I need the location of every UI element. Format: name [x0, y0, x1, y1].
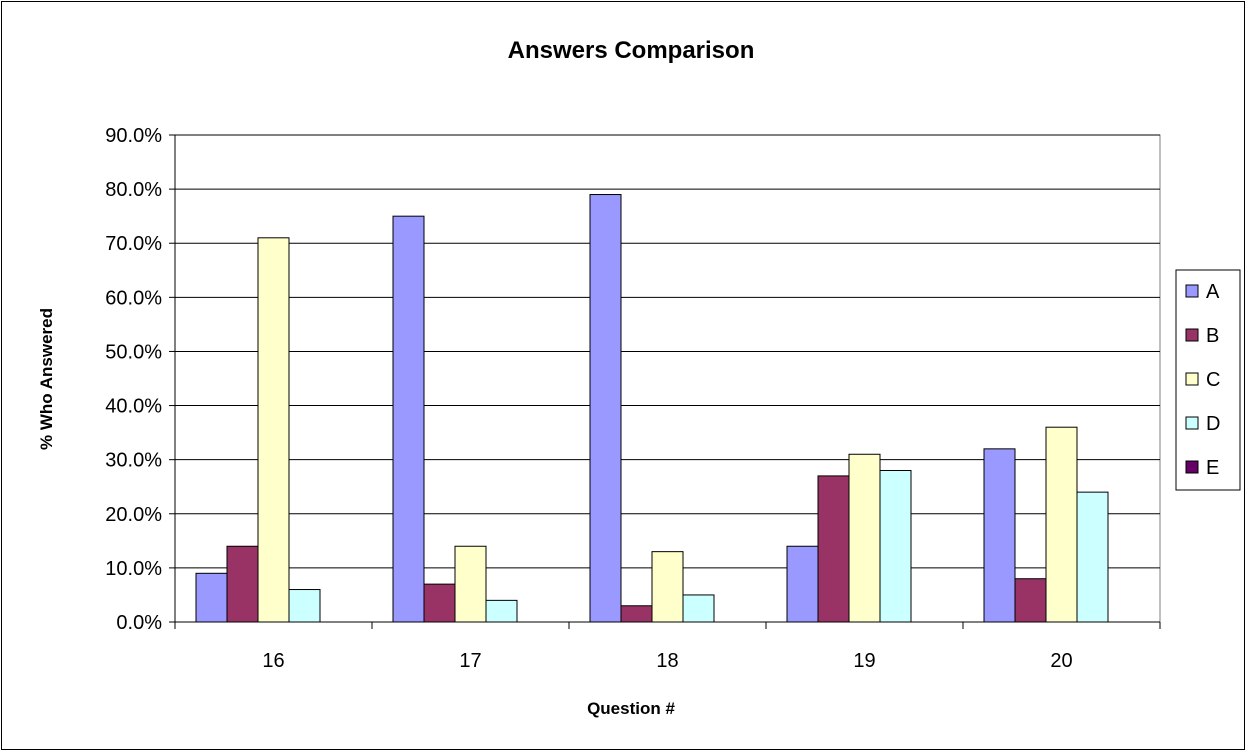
x-tick-label: 20 [1050, 650, 1072, 672]
bar-d-q17 [485, 599, 518, 623]
legend-swatch-b [1185, 328, 1199, 342]
bar-b-q17 [423, 583, 456, 623]
y-tick-label: 80.0% [105, 179, 162, 201]
bar-c-q16 [257, 237, 290, 623]
bar-b-q16 [226, 545, 259, 623]
plot-area: 0.0% 10.0% 20.0% 30.0% 40.0% 50.0% 60.0% 70.0% 8… [105, 125, 1161, 672]
bar-c-q18 [651, 551, 684, 623]
y-tick-label: 0.0% [116, 612, 162, 634]
y-tick-label: 60.0% [105, 287, 162, 309]
legend-label-d: D [1206, 413, 1220, 435]
bar-a-q19 [786, 545, 819, 623]
legend-label-e: E [1206, 457, 1219, 479]
bar-d-q20 [1076, 491, 1109, 623]
bar-b-q18 [620, 605, 653, 623]
bar-a-q17 [392, 215, 425, 623]
bar-a-q16 [195, 572, 228, 623]
x-tick-label: 17 [459, 650, 481, 672]
legend-label-b: B [1206, 325, 1219, 347]
bar-c-q20 [1045, 426, 1078, 623]
y-tick-label: 50.0% [105, 341, 162, 363]
y-tick-label: 70.0% [105, 233, 162, 255]
x-tick-label: 16 [262, 650, 284, 672]
bar-d-q16 [288, 589, 321, 623]
bar-d-q19 [879, 469, 912, 623]
y-axis-title: % Who Answered [37, 308, 56, 450]
bar-d-q18 [682, 594, 715, 623]
y-tick-label: 30.0% [105, 450, 162, 472]
y-tick-label: 20.0% [105, 504, 162, 526]
bar-b-q20 [1014, 578, 1047, 623]
y-tick-label: 10.0% [105, 558, 162, 580]
legend-swatch-d [1185, 416, 1199, 430]
bar-c-q17 [454, 545, 487, 623]
legend-label-a: A [1206, 281, 1220, 303]
bar-b-q19 [817, 475, 850, 623]
bar-a-q18 [589, 194, 622, 623]
x-tick-label: 18 [656, 650, 678, 672]
legend-swatch-c [1185, 372, 1199, 386]
y-tick-label: 90.0% [105, 125, 162, 147]
legend-swatch-e [1185, 460, 1199, 474]
legend-swatch-a [1185, 284, 1199, 298]
bar-c-q19 [848, 453, 881, 623]
x-tick-label: 19 [853, 650, 875, 672]
chart-title: Answers Comparison [508, 37, 755, 64]
x-axis-title: Question # [587, 699, 675, 718]
y-tick-label: 40.0% [105, 396, 162, 418]
legend-label-c: C [1206, 369, 1220, 391]
bar-a-q20 [983, 448, 1016, 623]
